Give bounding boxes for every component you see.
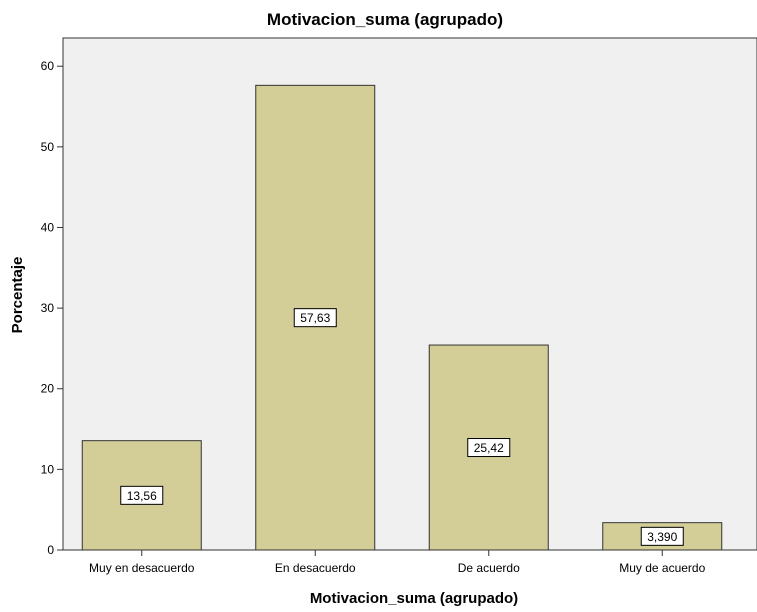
data-label: 3,390	[647, 530, 677, 544]
y-tick-label: 50	[41, 140, 55, 154]
x-tick-label: De acuerdo	[458, 561, 520, 575]
data-label: 57,63	[300, 311, 330, 325]
x-tick-label: Muy en desacuerdo	[89, 561, 195, 575]
data-label: 25,42	[474, 441, 504, 455]
chart-title: Motivacion_suma (agrupado)	[267, 10, 503, 29]
x-tick-label: En desacuerdo	[275, 561, 356, 575]
data-label: 13,56	[127, 489, 157, 503]
y-tick-label: 30	[41, 301, 55, 315]
y-tick-label: 20	[41, 382, 55, 396]
data-label-box	[467, 438, 511, 458]
data-label-box	[293, 308, 337, 328]
data-label-box	[120, 485, 164, 505]
y-tick-label: 0	[47, 543, 54, 557]
data-label-box	[640, 526, 684, 546]
y-axis-label: Porcentaje	[9, 257, 26, 334]
bars-group: 13,56 57,63 25,42 3,390	[81, 84, 723, 551]
y-axis: 0 10 20 30 40 50 60	[41, 59, 63, 557]
y-tick-label: 40	[41, 220, 55, 234]
y-tick-label: 10	[41, 462, 55, 476]
x-axis: Muy en desacuerdo En desacuerdo De acuerdo…	[89, 550, 706, 575]
y-tick-label: 60	[41, 59, 55, 73]
x-axis-label: Motivacion_suma (agrupado)	[310, 590, 518, 607]
x-tick-label: Muy de acuerdo	[619, 561, 705, 575]
